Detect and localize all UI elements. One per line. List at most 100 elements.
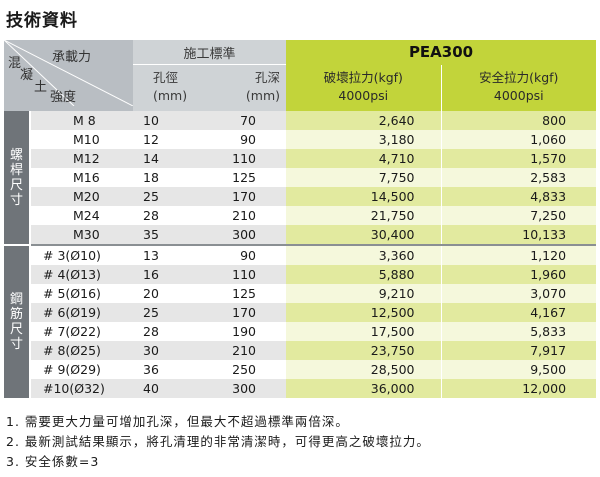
safe-force-sub: 4000psi — [493, 87, 544, 103]
hole-depth-cell: 170 — [196, 187, 287, 206]
spec-cell: # 5(Ø16) — [30, 284, 133, 303]
hole-depth-cell: 90 — [196, 244, 287, 265]
spec-cell: # 3(Ø10) — [30, 244, 133, 265]
hole-depth-cell: 210 — [196, 341, 287, 360]
standard-group-header: 施工標準 — [133, 40, 287, 65]
safe-force-cell: 1,120 — [441, 244, 597, 265]
table-row: M12 14 110 4,710 1,570 — [4, 149, 597, 168]
break-force-cell: 30,400 — [286, 225, 442, 245]
spec-table: 承載力 混 凝 土 強度 施工標準 PEA300 孔徑 (mm) 孔深 (mm)… — [4, 40, 597, 398]
table-row: M10 12 90 3,180 1,060 — [4, 130, 597, 149]
spec-cell: M 8 — [30, 111, 133, 130]
break-force-cell: 17,500 — [286, 322, 442, 341]
corner-label-left-1: 混 — [8, 56, 22, 71]
corner-label-bottom: 強度 — [50, 90, 77, 105]
break-force-cell: 3,360 — [286, 244, 442, 265]
hole-dia-cell: 35 — [133, 225, 196, 245]
safe-force-cell: 2,583 — [441, 168, 597, 187]
page-title: 技術資料 — [6, 11, 78, 31]
table-row: # 7(Ø22) 28 190 17,500 5,833 — [4, 322, 597, 341]
spec-cell: #10(Ø32) — [30, 379, 133, 398]
safe-force-cell: 9,500 — [441, 360, 597, 379]
hole-depth-unit: (mm) — [245, 88, 281, 103]
break-force-cell: 28,500 — [286, 360, 442, 379]
hole-dia-cell: 28 — [133, 322, 196, 341]
break-force-cell: 12,500 — [286, 303, 442, 322]
hole-depth-cell: 110 — [196, 265, 287, 284]
break-force-cell: 7,750 — [286, 168, 442, 187]
corner-header: 承載力 混 凝 土 強度 — [4, 40, 133, 111]
corner-label-top: 承載力 — [52, 50, 92, 65]
hole-depth-cell: 300 — [196, 379, 287, 398]
table-row: # 5(Ø16) 20 125 9,210 3,070 — [4, 284, 597, 303]
safe-force-cell: 4,833 — [441, 187, 597, 206]
break-force-cell: 2,640 — [286, 111, 442, 130]
table-row: # 6(Ø19) 25 170 12,500 4,167 — [4, 303, 597, 322]
table-row: M20 25 170 14,500 4,833 — [4, 187, 597, 206]
hole-dia-header: 孔徑 (mm) — [133, 64, 196, 111]
safe-force-cell: 1,960 — [441, 265, 597, 284]
hole-depth-cell: 125 — [196, 284, 287, 303]
break-force-cell: 4,710 — [286, 149, 442, 168]
rebar-group-label: 鋼筋尺寸 — [4, 244, 31, 398]
safe-force-header: 安全拉力(kgf) 4000psi — [441, 64, 597, 111]
hole-dia-cell: 20 — [133, 284, 196, 303]
corner-label-left-3: 土 — [34, 80, 48, 95]
hole-dia-unit: (mm) — [153, 88, 188, 103]
table-row: 鋼筋尺寸 # 3(Ø10) 13 90 3,360 1,120 — [4, 244, 597, 398]
safe-force-cell: 1,060 — [441, 130, 597, 149]
product-name-header: PEA300 — [286, 40, 597, 65]
corner-diagonal-lines — [4, 40, 133, 106]
break-force-cell: 5,880 — [286, 265, 442, 284]
spec-cell: # 7(Ø22) — [30, 322, 133, 341]
safe-force-cell: 4,167 — [441, 303, 597, 322]
break-force-cell: 23,750 — [286, 341, 442, 360]
break-force-sub: 4000psi — [338, 87, 389, 103]
corner-label-left-2: 凝 — [20, 68, 34, 83]
safe-force-cell: 3,070 — [441, 284, 597, 303]
break-force-cell: 3,180 — [286, 130, 442, 149]
spec-cell: # 9(Ø29) — [30, 360, 133, 379]
break-force-cell: 21,750 — [286, 206, 442, 225]
hole-depth-cell: 300 — [196, 225, 287, 245]
bolt-group-text: 螺桿尺寸 — [10, 147, 24, 208]
hole-dia-cell: 25 — [133, 303, 196, 322]
hole-dia-cell: 14 — [133, 149, 196, 168]
table-row: #10(Ø32) 40 300 36,000 12,000 — [4, 379, 597, 398]
hole-depth-cell: 90 — [196, 130, 287, 149]
table-row: 螺桿尺寸 M 8 10 70 2,640 800 — [4, 111, 597, 245]
safe-force-label: 安全拉力(kgf) — [479, 69, 559, 85]
safe-force-cell: 7,917 — [441, 341, 597, 360]
break-force-label: 破壞拉力(kgf) — [323, 69, 403, 85]
hole-dia-cell: 10 — [133, 111, 196, 130]
safe-force-cell: 10,133 — [441, 225, 597, 245]
rebar-group-text: 鋼筋尺寸 — [10, 292, 24, 352]
hole-dia-cell: 40 — [133, 379, 196, 398]
hole-depth-cell: 190 — [196, 322, 287, 341]
hole-depth-label: 孔深 — [255, 70, 281, 85]
break-force-header: 破壞拉力(kgf) 4000psi — [286, 64, 442, 111]
hole-depth-header: 孔深 (mm) — [196, 64, 287, 111]
table-row: M30 35 300 30,400 10,133 — [4, 225, 597, 245]
hole-dia-label: 孔徑 — [153, 70, 179, 85]
note-item: 1. 需要更大力量可增加孔深，但最大不超過標準兩倍深。 — [6, 414, 349, 429]
spec-cell: M12 — [30, 149, 133, 168]
hole-depth-cell: 170 — [196, 303, 287, 322]
spec-cell: # 4(Ø13) — [30, 265, 133, 284]
hole-depth-cell: 110 — [196, 149, 287, 168]
hole-dia-cell: 28 — [133, 206, 196, 225]
table-row: # 9(Ø29) 36 250 28,500 9,500 — [4, 360, 597, 379]
hole-dia-cell: 13 — [133, 244, 196, 265]
spec-cell: M20 — [30, 187, 133, 206]
spec-cell: M24 — [30, 206, 133, 225]
spec-cell: M30 — [30, 225, 133, 245]
notes: 1. 需要更大力量可增加孔深，但最大不超過標準兩倍深。 2. 最新測試結果顯示，… — [6, 412, 430, 472]
spec-cell: # 6(Ø19) — [30, 303, 133, 322]
break-force-cell: 36,000 — [286, 379, 442, 398]
spec-cell: M10 — [30, 130, 133, 149]
hole-dia-cell: 25 — [133, 187, 196, 206]
hole-depth-cell: 70 — [196, 111, 287, 130]
safe-force-cell: 12,000 — [441, 379, 597, 398]
table-row: M16 18 125 7,750 2,583 — [4, 168, 597, 187]
hole-dia-cell: 30 — [133, 341, 196, 360]
